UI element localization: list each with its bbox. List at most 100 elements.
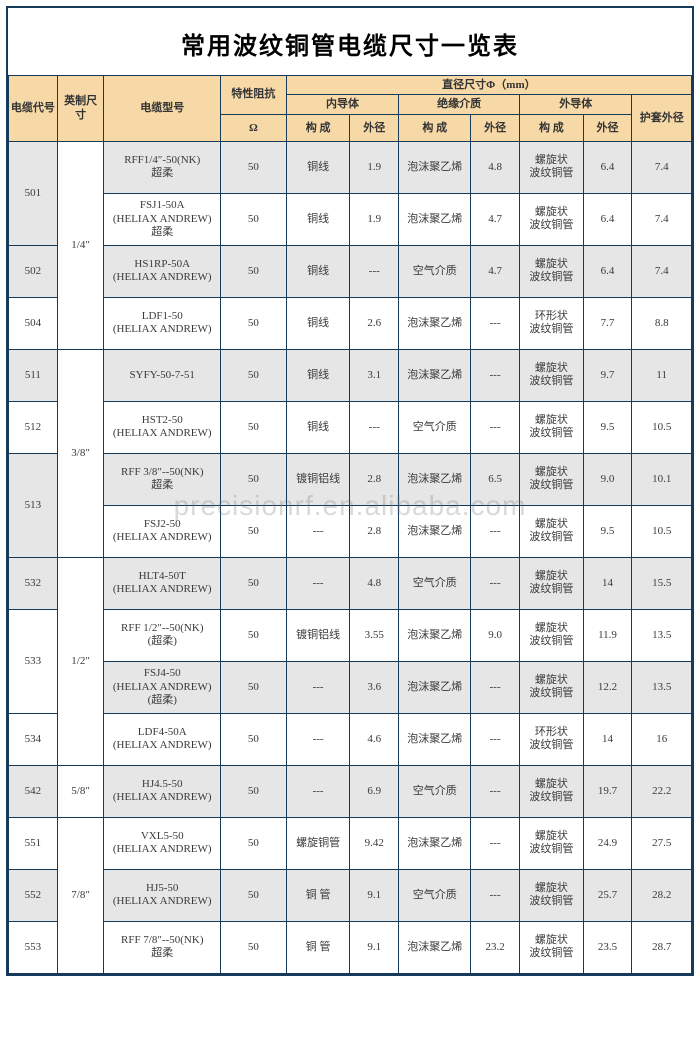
cell-ic: --- bbox=[286, 505, 350, 557]
cell-code: 542 bbox=[9, 765, 58, 817]
page-title: 常用波纹铜管电缆尺寸一览表 bbox=[8, 8, 692, 75]
cell-iod: --- bbox=[350, 401, 399, 453]
cell-insod: --- bbox=[471, 661, 520, 713]
cell-size: 7/8″ bbox=[57, 817, 104, 973]
cell-iod: 9.42 bbox=[350, 817, 399, 869]
cell-oc: 螺旋状波纹铜管 bbox=[520, 661, 584, 713]
cell-oc: 螺旋状波纹铜管 bbox=[520, 921, 584, 973]
cell-oc: 螺旋状波纹铜管 bbox=[520, 193, 584, 245]
cell-model: SYFY-50-7-51 bbox=[104, 349, 221, 401]
cell-oc: 螺旋状波纹铜管 bbox=[520, 453, 584, 505]
cell-code: 501 bbox=[9, 141, 58, 245]
cell-code: 551 bbox=[9, 817, 58, 869]
cell-ins: 泡沫聚乙烯 bbox=[399, 193, 471, 245]
cell-imp: 50 bbox=[221, 401, 287, 453]
cell-iod: 2.8 bbox=[350, 453, 399, 505]
cell-model: HJ4.5-50(HELIAX ANDREW) bbox=[104, 765, 221, 817]
cell-ood: 9.7 bbox=[583, 349, 632, 401]
hdr-code: 电缆代号 bbox=[9, 76, 58, 142]
cell-ic: --- bbox=[286, 765, 350, 817]
cell-ic: 铜线 bbox=[286, 193, 350, 245]
cell-imp: 50 bbox=[221, 453, 287, 505]
cell-sh: 13.5 bbox=[632, 661, 692, 713]
hdr-insul: 绝缘介质 bbox=[399, 95, 520, 114]
table-row: FSJ1-50A(HELIAX ANDREW)超柔50铜线1.9泡沫聚乙烯4.7… bbox=[9, 193, 692, 245]
cell-iod: 4.6 bbox=[350, 713, 399, 765]
cell-ins: 泡沫聚乙烯 bbox=[399, 817, 471, 869]
cell-insod: --- bbox=[471, 349, 520, 401]
cell-imp: 50 bbox=[221, 869, 287, 921]
cell-sh: 7.4 bbox=[632, 141, 692, 193]
cell-iod: 9.1 bbox=[350, 921, 399, 973]
cell-sh: 7.4 bbox=[632, 193, 692, 245]
table-row: 5113/8″SYFY-50-7-5150铜线3.1泡沫聚乙烯---螺旋状波纹铜… bbox=[9, 349, 692, 401]
cell-sh: 27.5 bbox=[632, 817, 692, 869]
cell-code: 513 bbox=[9, 453, 58, 557]
cell-imp: 50 bbox=[221, 349, 287, 401]
cell-oc: 螺旋状波纹铜管 bbox=[520, 557, 584, 609]
cell-code: 532 bbox=[9, 557, 58, 609]
hdr-ic: 构 成 bbox=[286, 114, 350, 141]
cell-imp: 50 bbox=[221, 557, 287, 609]
cell-insod: --- bbox=[471, 713, 520, 765]
cell-code: 553 bbox=[9, 921, 58, 973]
cell-model: HST2-50(HELIAX ANDREW) bbox=[104, 401, 221, 453]
cell-model: HLT4-50T(HELIAX ANDREW) bbox=[104, 557, 221, 609]
cell-ic: 螺旋铜管 bbox=[286, 817, 350, 869]
cell-insod: --- bbox=[471, 505, 520, 557]
cell-oc: 螺旋状波纹铜管 bbox=[520, 349, 584, 401]
cell-insod: 4.7 bbox=[471, 245, 520, 297]
cell-insod: --- bbox=[471, 869, 520, 921]
cell-iod: 3.6 bbox=[350, 661, 399, 713]
cell-insod: --- bbox=[471, 401, 520, 453]
cell-sh: 15.5 bbox=[632, 557, 692, 609]
cell-model: VXL5-50(HELIAX ANDREW) bbox=[104, 817, 221, 869]
cell-ins: 空气介质 bbox=[399, 869, 471, 921]
cell-code: 534 bbox=[9, 713, 58, 765]
cell-ood: 9.5 bbox=[583, 505, 632, 557]
table-row: 533RFF 1/2″--50(NK)(超柔)50镀铜铝线3.55泡沫聚乙烯9.… bbox=[9, 609, 692, 661]
cell-iod: 3.1 bbox=[350, 349, 399, 401]
cell-ins: 空气介质 bbox=[399, 765, 471, 817]
cell-insod: 4.7 bbox=[471, 193, 520, 245]
cell-code: 511 bbox=[9, 349, 58, 401]
cell-sh: 10.5 bbox=[632, 505, 692, 557]
cell-model: HJ5-50(HELIAX ANDREW) bbox=[104, 869, 221, 921]
table-row: 504LDF1-50(HELIAX ANDREW)50铜线2.6泡沫聚乙烯---… bbox=[9, 297, 692, 349]
cell-sh: 13.5 bbox=[632, 609, 692, 661]
cell-sh: 10.5 bbox=[632, 401, 692, 453]
cell-ic: 铜线 bbox=[286, 141, 350, 193]
cell-ins: 泡沫聚乙烯 bbox=[399, 609, 471, 661]
cell-imp: 50 bbox=[221, 921, 287, 973]
cell-ic: 铜线 bbox=[286, 401, 350, 453]
hdr-sheath: 护套外径 bbox=[632, 95, 692, 142]
cell-ic: --- bbox=[286, 661, 350, 713]
hdr-outer: 外导体 bbox=[520, 95, 632, 114]
cell-ins: 泡沫聚乙烯 bbox=[399, 349, 471, 401]
cell-model: HS1RP-50A(HELIAX ANDREW) bbox=[104, 245, 221, 297]
cell-iod: 6.9 bbox=[350, 765, 399, 817]
cell-ood: 12.2 bbox=[583, 661, 632, 713]
cell-imp: 50 bbox=[221, 765, 287, 817]
table-row: 552HJ5-50(HELIAX ANDREW)50铜 管9.1空气介质---螺… bbox=[9, 869, 692, 921]
table-row: 534LDF4-50A(HELIAX ANDREW)50---4.6泡沫聚乙烯-… bbox=[9, 713, 692, 765]
cell-insod: --- bbox=[471, 817, 520, 869]
cell-ic: 铜线 bbox=[286, 245, 350, 297]
cell-model: RFF 7/8″--50(NK)超柔 bbox=[104, 921, 221, 973]
cell-imp: 50 bbox=[221, 609, 287, 661]
cell-iod: 2.8 bbox=[350, 505, 399, 557]
cell-iod: 9.1 bbox=[350, 869, 399, 921]
table-row: 513RFF 3/8″--50(NK)超柔50镀铜铝线2.8泡沫聚乙烯6.5螺旋… bbox=[9, 453, 692, 505]
cell-ood: 6.4 bbox=[583, 141, 632, 193]
hdr-iod: 外径 bbox=[350, 114, 399, 141]
hdr-ood: 外径 bbox=[583, 114, 632, 141]
cell-ins: 泡沫聚乙烯 bbox=[399, 453, 471, 505]
cell-imp: 50 bbox=[221, 661, 287, 713]
cell-oc: 螺旋状波纹铜管 bbox=[520, 817, 584, 869]
table-row: 5011/4″RFF1/4″-50(NK)超柔50铜线1.9泡沫聚乙烯4.8螺旋… bbox=[9, 141, 692, 193]
cell-ins: 泡沫聚乙烯 bbox=[399, 713, 471, 765]
cell-ood: 9.5 bbox=[583, 401, 632, 453]
cell-model: LDF1-50(HELIAX ANDREW) bbox=[104, 297, 221, 349]
cell-ins: 泡沫聚乙烯 bbox=[399, 505, 471, 557]
table-header: 电缆代号 英制尺寸 电缆型号 特性阻抗 直径尺寸Φ（mm） 内导体 绝缘介质 外… bbox=[9, 76, 692, 142]
